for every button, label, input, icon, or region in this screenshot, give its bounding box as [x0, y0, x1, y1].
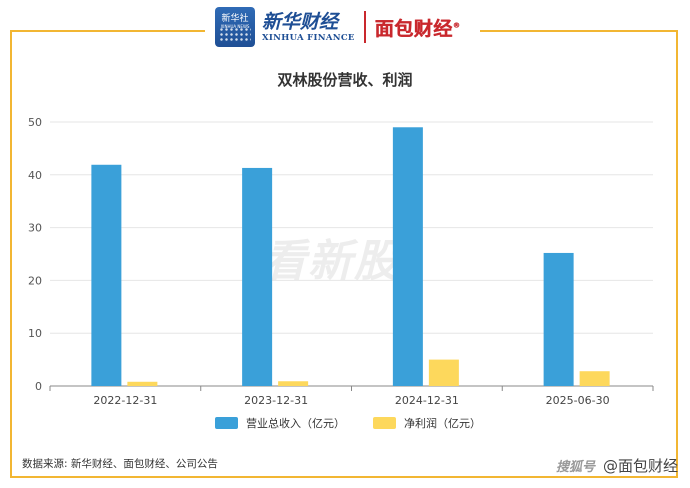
xinhua-badge-en: XINHUA NEWS — [221, 24, 250, 29]
bar-net-profit — [278, 381, 309, 386]
chart-frame — [10, 30, 678, 478]
bar-revenue — [392, 127, 423, 386]
bar-net-profit — [579, 371, 610, 386]
x-tick-label: 2023-12-31 — [244, 394, 308, 407]
header-divider — [363, 11, 366, 43]
legend-swatch-net-profit — [373, 417, 396, 429]
y-tick-label: 0 — [35, 380, 42, 393]
brand-header: 新华社 XINHUA NEWS 新华财经 XINHUA FINANCE 面包财经… — [215, 6, 480, 48]
y-tick-label: 10 — [28, 327, 42, 340]
chart-legend: 营业总收入（亿元） 净利润（亿元） — [215, 415, 509, 431]
bar-revenue — [91, 164, 122, 386]
partner-logo: 面包财经® — [375, 14, 461, 41]
registered-mark: ® — [452, 21, 461, 30]
bar-revenue — [242, 167, 273, 386]
y-tick-label: 20 — [28, 274, 42, 287]
bar-net-profit — [428, 359, 459, 386]
data-source-note: 数据来源: 新华财经、面包财经、公司公告 — [22, 458, 218, 470]
x-tick-label: 2025-06-30 — [546, 394, 610, 407]
xinhua-badge-text: 新华社 — [221, 14, 249, 24]
legend-item-net-profit[interactable]: 净利润（亿元） — [373, 415, 481, 431]
sohu-tag: 搜狐号 — [555, 460, 595, 475]
chart-title: 双林股份营收、利润 — [277, 71, 412, 89]
legend-item-revenue[interactable]: 营业总收入（亿元） — [215, 415, 345, 431]
legend-label-net-profit: 净利润（亿元） — [404, 417, 481, 430]
legend-label-revenue: 营业总收入（亿元） — [246, 417, 345, 430]
x-tick-label: 2022-12-31 — [93, 394, 157, 407]
xinhua-finance-name: 新华财经 — [262, 11, 339, 33]
frame-top-left-border — [10, 30, 205, 32]
watermark-text: 看新股 — [262, 236, 400, 287]
y-tick-label: 50 — [28, 116, 42, 129]
y-tick-label: 40 — [28, 169, 42, 182]
x-tick-label: 2024-12-31 — [395, 394, 459, 407]
y-tick-label: 30 — [28, 222, 42, 235]
corner-attribution-text: @面包财经 — [602, 457, 678, 475]
frame-top-right-border — [480, 30, 678, 32]
bar-net-profit — [127, 381, 158, 386]
xinhua-news-logo: 新华社 XINHUA NEWS — [215, 7, 255, 47]
legend-swatch-revenue — [215, 417, 238, 429]
xinhua-finance-wordmark: 新华财经 XINHUA FINANCE — [262, 11, 355, 43]
logo-dots-icon — [219, 27, 251, 43]
bar-revenue — [543, 252, 574, 386]
xinhua-finance-name-en: XINHUA FINANCE — [262, 33, 355, 43]
partner-name: 面包财经 — [374, 17, 453, 40]
corner-attribution: 搜狐号 @面包财经 — [556, 455, 678, 476]
